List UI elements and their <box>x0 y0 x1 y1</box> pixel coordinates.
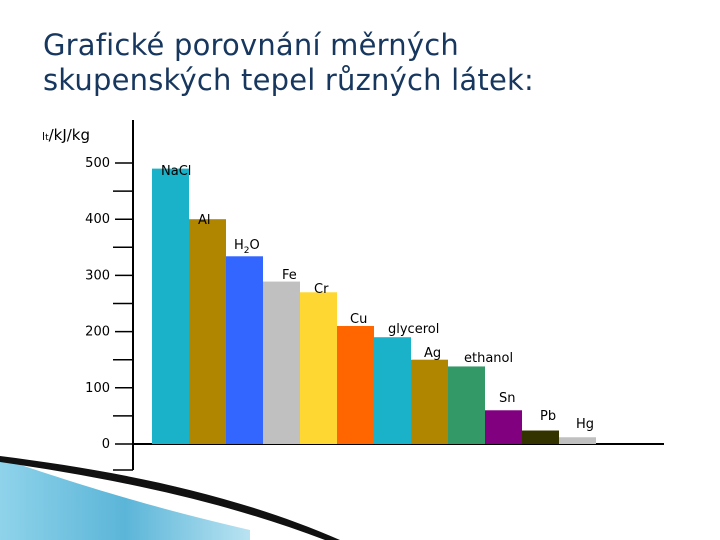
bar-label-nacl: NaCl <box>161 164 191 179</box>
bar-label-glycerol: glycerol <box>388 322 439 337</box>
bar-label-pb: Pb <box>540 409 556 424</box>
bar-sn <box>485 410 522 444</box>
bar-nacl <box>152 168 189 444</box>
page-title: Grafické porovnání měrných skupenských t… <box>43 28 683 98</box>
bar-cu <box>337 325 374 444</box>
bar-cr <box>300 292 337 444</box>
bar-label-cu: Cu <box>350 312 367 327</box>
y-tick-label: 0 <box>102 437 110 452</box>
bar-ag <box>411 359 448 444</box>
title-line-1: Grafické porovnání měrných <box>43 28 459 62</box>
bar-fe <box>263 281 300 444</box>
y-axis-label: lt/kJ/kg <box>42 126 90 144</box>
bar-ethanol <box>448 366 485 444</box>
bar-label-sn: Sn <box>499 391 516 406</box>
y-tick-label: 500 <box>85 156 110 171</box>
y-tick-label: 100 <box>85 381 110 396</box>
bar-al <box>189 219 226 444</box>
bar-label-ethanol: ethanol <box>464 351 513 366</box>
bar-label-cr: Cr <box>314 282 329 297</box>
bar-label-ag: Ag <box>424 346 441 361</box>
bar-label-hg: Hg <box>576 417 594 432</box>
bar-hg <box>559 437 596 444</box>
y-tick-label: 200 <box>85 325 110 340</box>
corner-swoosh-decoration <box>0 456 340 540</box>
bar-label-h2o: H2O <box>234 238 260 256</box>
bar-h2o <box>226 256 263 444</box>
bar-label-fe: Fe <box>282 268 297 283</box>
bar-label-al: Al <box>198 213 211 228</box>
bar-pb <box>522 430 559 444</box>
bar-glycerol <box>374 337 411 444</box>
y-tick-label: 300 <box>85 268 110 283</box>
y-tick-label: 400 <box>85 212 110 227</box>
title-line-2: skupenských tepel různých látek: <box>43 63 534 97</box>
